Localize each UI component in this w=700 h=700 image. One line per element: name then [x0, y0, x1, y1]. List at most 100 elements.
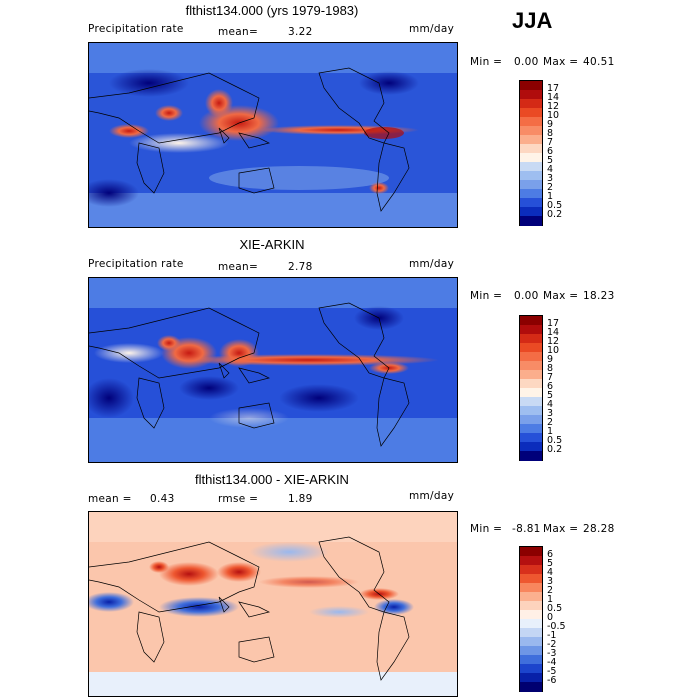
panel1-precip-map: [88, 42, 458, 228]
colorbar-tick-label: 0.2: [547, 444, 563, 455]
panel3-min-value: -8.81: [512, 523, 541, 535]
colorbar-swatch: [520, 637, 542, 647]
colorbar-tick-label: -0.5: [547, 621, 566, 632]
panel3-max-value: 28.28: [583, 523, 615, 535]
panel2-max-value: 18.23: [583, 290, 615, 302]
colorbar-tick-label: 14: [547, 327, 560, 338]
colorbar-tick-label: 6: [547, 146, 554, 157]
colorbar-tick-label: 12: [547, 336, 560, 347]
colorbar-swatch: [520, 619, 542, 629]
colorbar-swatch: [520, 207, 542, 217]
panel2-map-graphic: [89, 278, 457, 462]
colorbar-tick-label: 8: [547, 128, 554, 139]
colorbar-tick-label: 8: [547, 363, 554, 374]
panel2-units: mm/day: [409, 258, 455, 270]
colorbar-tick-label: 7: [547, 372, 554, 383]
panel2-colorbar: [519, 315, 543, 461]
colorbar-swatch: [520, 189, 542, 199]
colorbar-tick-label: 4: [547, 567, 554, 578]
panel2-min-label: Min =: [470, 290, 503, 302]
panel2-min-value: 0.00: [514, 290, 539, 302]
colorbar-swatch: [520, 424, 542, 434]
colorbar-tick-label: -3: [547, 648, 557, 659]
panel3-difference-map: [88, 511, 458, 697]
colorbar-swatch: [520, 117, 542, 127]
colorbar-tick-label: 2: [547, 182, 554, 193]
colorbar-tick-label: 9: [547, 354, 554, 365]
colorbar-swatch: [520, 81, 542, 91]
colorbar-swatch: [520, 442, 542, 452]
colorbar-swatch: [520, 379, 542, 389]
colorbar-swatch: [520, 556, 542, 566]
colorbar-swatch: [520, 325, 542, 335]
colorbar-tick-label: 0: [547, 612, 554, 623]
colorbar-swatch: [520, 126, 542, 136]
colorbar-swatch: [520, 135, 542, 145]
season-label: JJA: [512, 8, 553, 33]
colorbar-tick-label: 12: [547, 101, 560, 112]
colorbar-swatch: [520, 162, 542, 172]
colorbar-swatch: [520, 433, 542, 443]
colorbar-swatch: [520, 334, 542, 344]
panel3-rmse-value: 1.89: [288, 493, 313, 505]
panel3-rmse-label: rmse =: [218, 493, 259, 505]
colorbar-swatch: [520, 316, 542, 326]
colorbar-tick-label: 2: [547, 417, 554, 428]
colorbar-tick-label: 0.5: [547, 435, 563, 446]
panel1-colorbar: [519, 80, 543, 226]
panel3-units: mm/day: [409, 490, 455, 502]
colorbar-tick-label: 4: [547, 399, 554, 410]
colorbar-tick-label: 5: [547, 558, 554, 569]
colorbar-tick-label: -1: [547, 630, 557, 641]
colorbar-swatch: [520, 99, 542, 109]
colorbar-tick-label: 2: [547, 585, 554, 596]
colorbar-swatch: [520, 108, 542, 118]
colorbar-swatch: [520, 601, 542, 611]
colorbar-swatch: [520, 90, 542, 100]
colorbar-tick-label: 6: [547, 381, 554, 392]
colorbar-tick-label: 0.5: [547, 603, 563, 614]
panel1-min-value: 0.00: [514, 56, 539, 68]
colorbar-swatch: [520, 370, 542, 380]
colorbar-tick-label: 0.2: [547, 209, 563, 220]
colorbar-tick-label: 5: [547, 155, 554, 166]
colorbar-swatch: [520, 144, 542, 154]
colorbar-swatch: [520, 216, 542, 226]
colorbar-tick-label: 9: [547, 119, 554, 130]
colorbar-swatch: [520, 406, 542, 416]
colorbar-tick-label: 14: [547, 92, 560, 103]
panel3-mean-value: 0.43: [150, 493, 175, 505]
colorbar-swatch: [520, 673, 542, 683]
colorbar-swatch: [520, 397, 542, 407]
colorbar-swatch: [520, 610, 542, 620]
colorbar-swatch: [520, 682, 542, 692]
colorbar-swatch: [520, 592, 542, 602]
colorbar-tick-label: 17: [547, 83, 560, 94]
colorbar-swatch: [520, 361, 542, 371]
colorbar-tick-label: 0.5: [547, 200, 563, 211]
colorbar-swatch: [520, 547, 542, 557]
colorbar-tick-label: 6: [547, 549, 554, 560]
panel2-mean-value: 2.78: [288, 261, 313, 273]
colorbar-tick-label: 10: [547, 345, 560, 356]
colorbar-swatch: [520, 198, 542, 208]
colorbar-swatch: [520, 664, 542, 674]
panel3-mean-label: mean =: [88, 493, 132, 505]
colorbar-tick-label: 1: [547, 426, 554, 437]
colorbar-tick-label: 1: [547, 594, 554, 605]
panel1-map-graphic: [89, 43, 457, 227]
panel1-units: mm/day: [409, 23, 455, 35]
colorbar-swatch: [520, 574, 542, 584]
colorbar-tick-label: 3: [547, 408, 554, 419]
colorbar-swatch: [520, 171, 542, 181]
panel3-map-graphic: [89, 512, 457, 696]
panel1-max-label: Max =: [543, 56, 579, 68]
colorbar-tick-label: 17: [547, 318, 560, 329]
panel1-min-label: Min =: [470, 56, 503, 68]
colorbar-swatch: [520, 583, 542, 593]
colorbar-tick-label: 1: [547, 191, 554, 202]
panel3-title: flthist134.000 - XIE-ARKIN: [195, 472, 349, 487]
panel1-title: flthist134.000 (yrs 1979-1983): [185, 3, 359, 18]
colorbar-swatch: [520, 388, 542, 398]
panel2-mean-label: mean=: [218, 261, 259, 273]
